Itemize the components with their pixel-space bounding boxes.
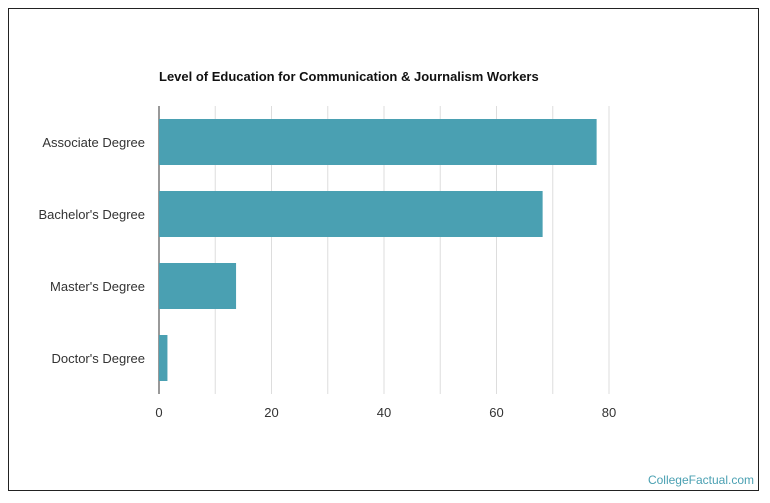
bar[interactable] bbox=[159, 335, 168, 381]
chart-title: Level of Education for Communication & J… bbox=[159, 69, 539, 84]
x-tick-label: 20 bbox=[264, 405, 278, 420]
category-label-layer: Associate Degree Bachelor's Degree Master'… bbox=[38, 135, 145, 366]
bar-layer bbox=[159, 119, 597, 381]
bar[interactable] bbox=[159, 119, 597, 165]
tick-label-layer: 0 20 40 60 80 bbox=[155, 405, 616, 420]
category-label: Associate Degree bbox=[42, 135, 145, 150]
bar[interactable] bbox=[159, 191, 543, 237]
bar[interactable] bbox=[159, 263, 237, 309]
x-tick-label: 40 bbox=[377, 405, 391, 420]
category-label: Doctor's Degree bbox=[51, 351, 145, 366]
category-label: Master's Degree bbox=[50, 279, 145, 294]
category-label: Bachelor's Degree bbox=[38, 207, 145, 222]
x-tick-label: 60 bbox=[489, 405, 503, 420]
x-tick-label: 0 bbox=[155, 405, 162, 420]
credit-link[interactable]: CollegeFactual.com bbox=[647, 473, 754, 487]
x-tick-label: 80 bbox=[602, 405, 616, 420]
